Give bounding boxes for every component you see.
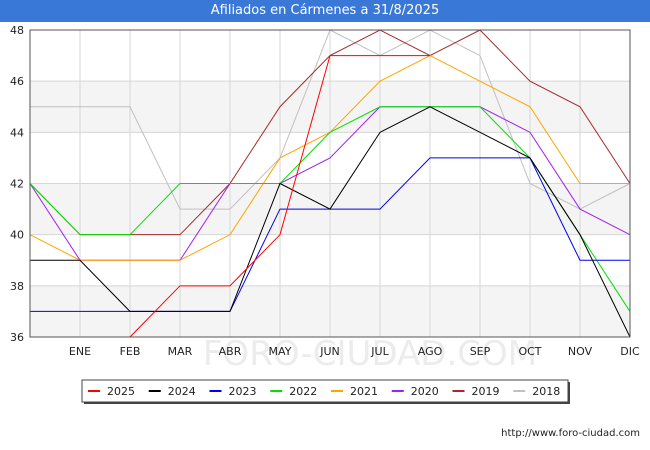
x-tick-label-JUL: JUL bbox=[370, 345, 389, 358]
series-line-2024 bbox=[30, 106, 631, 338]
source-url[interactable]: http://www.foro-ciudad.com bbox=[501, 428, 640, 439]
plot-frame bbox=[29, 29, 631, 338]
legend-label-2023: 2023 bbox=[229, 385, 257, 398]
y-tick-label-46: 46 bbox=[10, 75, 24, 88]
x-tick-label-ABR: ABR bbox=[219, 345, 242, 358]
y-tick-label-44: 44 bbox=[10, 126, 24, 139]
y-tick-label-36: 36 bbox=[10, 331, 24, 344]
x-tick-label-DIC: DIC bbox=[620, 345, 640, 358]
x-tick-label-AGO: AGO bbox=[418, 345, 443, 358]
x-tick-label-MAY: MAY bbox=[269, 345, 292, 358]
y-tick-label-40: 40 bbox=[10, 229, 24, 242]
legend: 2025 2024 2023 2022 2021 2020 2019 2018 bbox=[81, 379, 570, 404]
axes bbox=[29, 29, 631, 338]
legend-box bbox=[81, 379, 569, 403]
y-tick-label-42: 42 bbox=[10, 178, 24, 191]
legend-label-2020: 2020 bbox=[411, 385, 439, 398]
x-tick-label-JUN: JUN bbox=[319, 345, 340, 358]
legend-label-2024: 2024 bbox=[168, 385, 196, 398]
x-tick-label-ENE: ENE bbox=[69, 345, 91, 358]
watermark-layer: FORO-CIUDAD.COM bbox=[203, 334, 537, 374]
x-tick-label-NOV: NOV bbox=[568, 345, 593, 358]
x-tick-label-FEB: FEB bbox=[120, 345, 141, 358]
legend-label-2018: 2018 bbox=[532, 385, 560, 398]
watermark-text: FORO-CIUDAD.COM bbox=[203, 334, 537, 374]
y-axis-ticks: 36 38 40 42 44 46 48 bbox=[10, 24, 24, 344]
y-tick-label-38: 38 bbox=[10, 280, 24, 293]
legend-label-2019: 2019 bbox=[472, 385, 500, 398]
chart-title: Afiliados en Cármenes a 31/8/2025 bbox=[0, 0, 650, 22]
x-tick-label-SEP: SEP bbox=[470, 345, 491, 358]
x-tick-label-MAR: MAR bbox=[168, 345, 193, 358]
legend-label-2025: 2025 bbox=[107, 385, 135, 398]
x-tick-label-OCT: OCT bbox=[518, 345, 541, 358]
series-line-2025 bbox=[129, 55, 430, 338]
y-tick-label-48: 48 bbox=[10, 24, 24, 37]
x-axis-ticks: ENE FEB MAR ABR MAY JUN JUL AGO SEP OCT NOV DIC bbox=[69, 345, 640, 358]
legend-label-2022: 2022 bbox=[289, 385, 317, 398]
legend-label-2021: 2021 bbox=[350, 385, 378, 398]
